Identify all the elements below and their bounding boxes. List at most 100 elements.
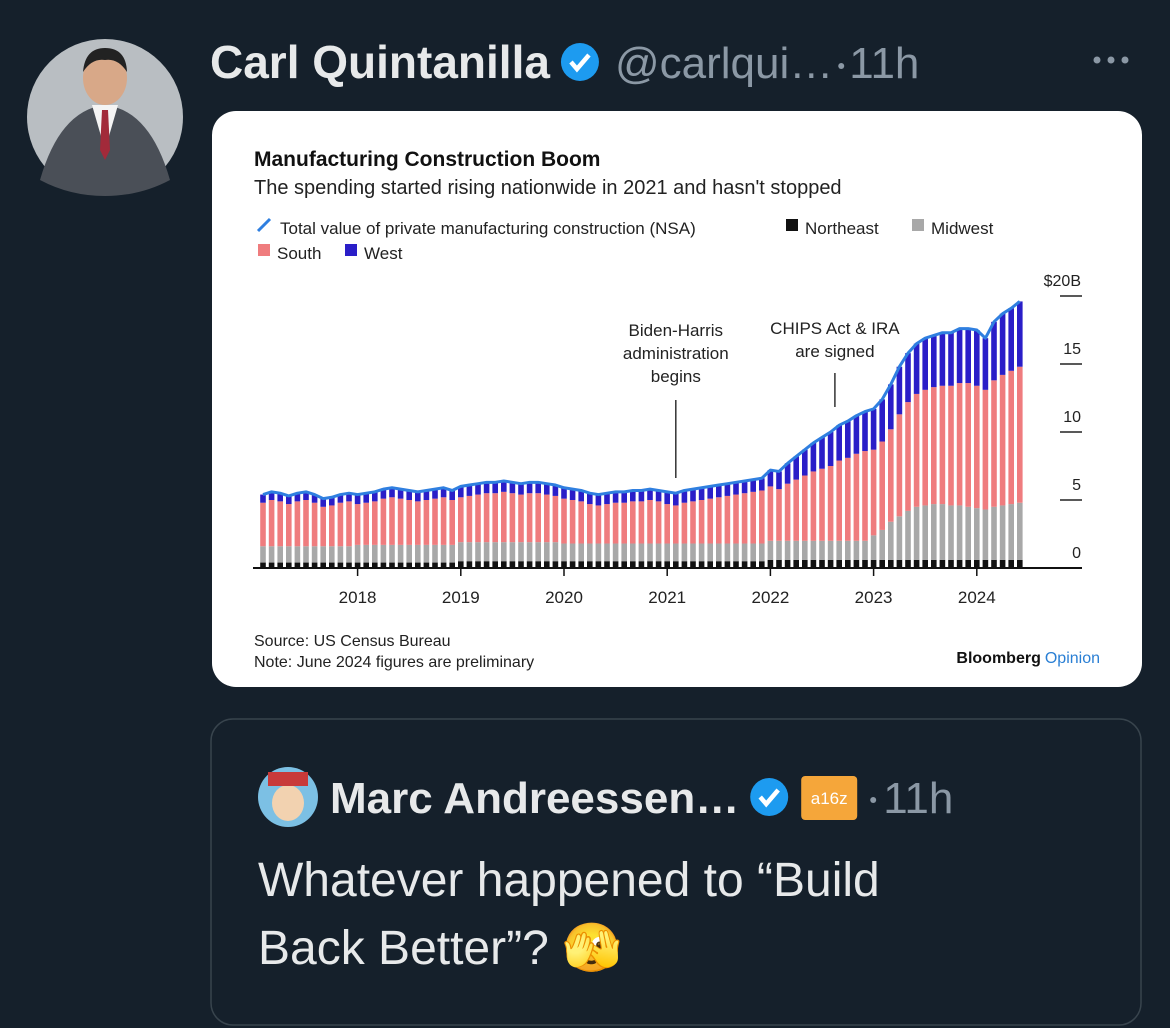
verified-badge bbox=[560, 43, 599, 81]
bar-segment bbox=[380, 562, 387, 568]
bar-segment bbox=[354, 562, 361, 568]
bar-segment bbox=[956, 505, 963, 560]
bar-segment bbox=[346, 562, 352, 568]
bar-segment bbox=[458, 497, 464, 543]
bar-segment bbox=[991, 380, 997, 507]
bar-segment bbox=[956, 559, 963, 568]
bar-segment bbox=[982, 559, 989, 568]
bar-segment bbox=[974, 330, 980, 386]
bar-segment bbox=[286, 495, 292, 505]
brand-name: Bloomberg bbox=[956, 650, 1040, 667]
author-handle[interactable]: @carlqui… bbox=[615, 39, 833, 88]
bar-segment bbox=[673, 561, 679, 568]
bar-segment bbox=[492, 482, 498, 494]
post-time[interactable]: 11h bbox=[849, 39, 919, 88]
bar-segment bbox=[956, 383, 963, 506]
bar-segment bbox=[681, 490, 688, 503]
bar-segment bbox=[939, 559, 946, 568]
bar-segment bbox=[905, 559, 911, 568]
bar-segment bbox=[509, 482, 516, 494]
bar-segment bbox=[268, 562, 275, 568]
bar-segment bbox=[363, 544, 369, 563]
bar-segment bbox=[1017, 301, 1023, 367]
bar-segment bbox=[698, 561, 705, 568]
affiliation-badge[interactable]: a16z bbox=[801, 776, 858, 820]
bar-segment bbox=[561, 561, 567, 568]
author-name[interactable]: Carl Quintanilla bbox=[210, 36, 550, 88]
bar-segment bbox=[793, 479, 799, 541]
legend-line bbox=[256, 217, 272, 233]
bar-segment bbox=[372, 562, 378, 568]
bar-segment bbox=[784, 559, 791, 568]
bar-segment bbox=[346, 546, 352, 563]
bar-segment bbox=[793, 540, 799, 560]
bar-segment bbox=[870, 449, 877, 536]
quote-author[interactable]: Marc Andreessen… bbox=[330, 774, 739, 823]
quote-time[interactable]: 11h bbox=[883, 774, 953, 823]
bar-segment bbox=[587, 493, 593, 505]
bar-segment bbox=[905, 402, 911, 511]
verified-badge bbox=[750, 778, 789, 816]
badge-check bbox=[758, 788, 780, 808]
bar-segment bbox=[415, 544, 421, 563]
bar-segment bbox=[750, 543, 756, 562]
quote-avatar[interactable] bbox=[258, 767, 318, 827]
bar-segment bbox=[320, 562, 326, 568]
bar-segment bbox=[819, 559, 825, 568]
bar-segment bbox=[922, 338, 928, 390]
bar-segment bbox=[724, 561, 731, 568]
bar-segment bbox=[475, 542, 481, 562]
bar-segment bbox=[690, 561, 696, 568]
more-dot bbox=[1107, 56, 1115, 64]
bar-segment bbox=[277, 546, 283, 563]
avatar[interactable] bbox=[27, 39, 183, 196]
bar-segment bbox=[569, 489, 576, 500]
bar-segment bbox=[432, 562, 438, 568]
bar-segment bbox=[784, 540, 791, 560]
annotation-text: are signed bbox=[795, 342, 874, 361]
bar-segment bbox=[767, 559, 774, 568]
bar-segment bbox=[483, 561, 490, 568]
bar-segment bbox=[535, 493, 541, 543]
bar-segment bbox=[337, 546, 344, 563]
x-tick-label: 2020 bbox=[545, 588, 583, 607]
bar-segment bbox=[552, 561, 559, 568]
bar-segment bbox=[449, 562, 455, 568]
bar-segment bbox=[268, 491, 275, 500]
bar-segment bbox=[311, 546, 318, 563]
quote-card[interactable] bbox=[210, 718, 1142, 1026]
bar-segment bbox=[965, 559, 971, 568]
more-button[interactable] bbox=[1093, 56, 1129, 64]
bar-segment bbox=[595, 561, 602, 568]
bar-segment bbox=[621, 491, 627, 503]
bar-segment bbox=[612, 491, 619, 503]
bar-segment bbox=[879, 559, 885, 568]
bar-segment bbox=[466, 495, 473, 543]
bar-segment bbox=[492, 493, 498, 543]
bar-segment bbox=[372, 491, 378, 502]
y-tick-label: 10 bbox=[1063, 409, 1081, 426]
bar-segment bbox=[415, 501, 421, 545]
chart-title: Manufacturing Construction Boom bbox=[254, 148, 600, 171]
bar-segment bbox=[329, 497, 335, 506]
bar-segment bbox=[311, 494, 318, 503]
bar-segment bbox=[690, 489, 696, 502]
bar-segment bbox=[294, 501, 301, 547]
bar-segment bbox=[294, 562, 301, 568]
bar-segment bbox=[707, 486, 713, 499]
bar-segment bbox=[776, 540, 782, 560]
bar-segment bbox=[415, 562, 421, 568]
legend-label: South bbox=[277, 244, 321, 263]
bar-segment bbox=[716, 485, 722, 498]
bar-segment bbox=[982, 509, 989, 560]
bar-segment bbox=[905, 353, 911, 403]
bar-segment bbox=[449, 500, 455, 545]
bar-segment bbox=[320, 506, 326, 547]
bar-segment bbox=[827, 559, 834, 568]
quote-text-line: Whatever happened to “Build bbox=[258, 854, 880, 907]
annotation-text: administration bbox=[623, 344, 729, 363]
bar-segment bbox=[913, 506, 920, 560]
bar-segment bbox=[604, 504, 610, 544]
bar-segment bbox=[544, 542, 550, 562]
bar-segment bbox=[578, 501, 584, 544]
